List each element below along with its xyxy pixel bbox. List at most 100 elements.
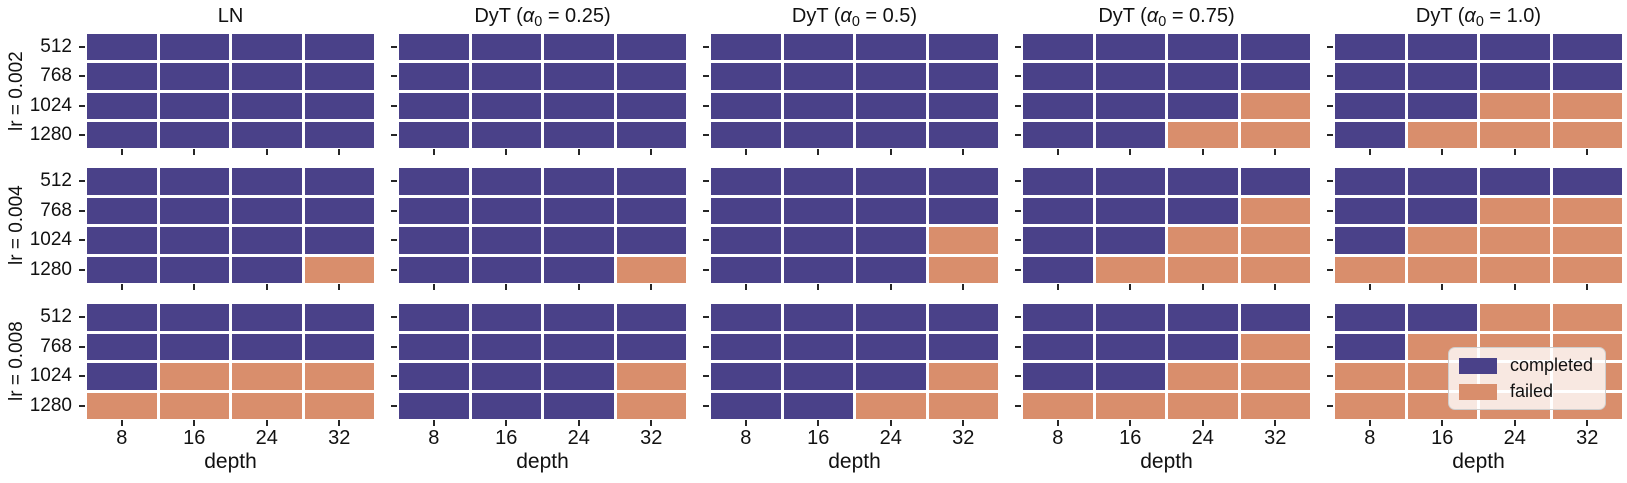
x-tick-mark [265,420,268,426]
x-tick-mark [1368,420,1371,426]
heatmap-cell [471,63,541,90]
heatmap-grid [711,34,998,148]
y-tick-label: 1024 [29,365,72,387]
heatmap-cell [304,168,374,195]
y-tick-mark [1327,180,1333,183]
x-tick-mark [1129,149,1132,155]
heatmap-cell [232,392,302,419]
x-axis-label: depth [1140,450,1193,473]
heatmap-cell [928,34,998,61]
x-tick-label: 24 [567,427,590,449]
heatmap-cell [1023,168,1093,195]
heatmap-grid [1023,304,1310,419]
heatmap-cell [399,333,469,360]
y-tick-mark [391,133,397,136]
heatmap-cell [1168,256,1238,283]
heatmap-cell [1023,392,1093,419]
y-tick-mark [391,239,397,242]
x-tick-mark [265,284,268,290]
heatmap-cell [1480,227,1550,254]
heatmap-grid [399,168,686,283]
x-tick-label: 8 [740,427,752,449]
x-tick-mark [1441,284,1444,290]
x-tick-mark [817,420,820,426]
x-tick-mark [1201,284,1204,290]
heatmap-cell [159,168,229,195]
heatmap-cell [928,333,998,360]
heatmap-grid [87,304,374,419]
heatmap-cell [1023,227,1093,254]
heatmap-cell [616,168,686,195]
heatmap-cell [1407,256,1477,283]
y-tick-mark [1015,404,1021,407]
heatmap-cell [1240,197,1310,224]
y-tick-mark [391,209,397,212]
x-tick-label: 8 [1052,427,1064,449]
heatmap-cell [856,34,926,61]
x-tick-mark [1129,420,1132,426]
y-tick-mark [1015,209,1021,212]
row-label: lr = 0.004 [6,185,27,266]
x-tick-mark [817,284,820,290]
heatmap-cell [616,34,686,61]
x-tick-mark [1513,420,1516,426]
heatmap-cell [616,197,686,224]
x-tick-label: 16 [183,427,206,449]
heatmap-cell [1552,63,1622,90]
heatmap-cell [471,333,541,360]
y-tick-mark [1327,268,1333,271]
heatmap-cell [1095,333,1165,360]
x-tick-mark [1274,420,1277,426]
heatmap-cell [1480,304,1550,331]
heatmap-cell [1095,392,1165,419]
panel-r2-c2 [391,168,686,290]
heatmap-cell [928,256,998,283]
y-tick-mark [391,104,397,107]
heatmap-cell [928,197,998,224]
x-tick-mark [120,149,123,155]
heatmap-grid [87,34,374,148]
x-tick-mark [432,284,435,290]
heatmap-cell [1407,227,1477,254]
heatmap-cell [544,197,614,224]
x-tick-mark [1441,149,1444,155]
legend-label-failed: failed [1510,381,1554,401]
heatmap-cell [87,168,157,195]
x-tick-mark [265,149,268,155]
x-tick-mark [744,420,747,426]
heatmap-cell [304,63,374,90]
x-tick-mark [193,420,196,426]
panel-r3-c4: 8 16 24 32 depth [1015,304,1310,473]
x-tick-mark [1586,284,1589,290]
heatmap-cell [711,304,781,331]
heatmap-cell [1240,121,1310,148]
heatmap-cell [1095,227,1165,254]
x-tick-mark [744,149,747,155]
x-tick-mark [889,284,892,290]
x-tick-label: 24 [1191,427,1214,449]
y-tick-label: 768 [40,335,72,357]
heatmap-cell [232,63,302,90]
y-tick-label: 512 [40,36,72,58]
heatmap-cell [1240,304,1310,331]
y-tick-mark [79,209,85,212]
heatmap-cell [1023,63,1093,90]
heatmap-cell [928,121,998,148]
heatmap-cell [856,392,926,419]
x-tick-label: 32 [640,427,663,449]
heatmap-cell [304,333,374,360]
x-tick-mark [338,284,341,290]
heatmap-cell [1407,34,1477,61]
heatmap-cell [544,168,614,195]
heatmap-cell [471,34,541,61]
y-tick-mark [391,375,397,378]
x-tick-mark [962,284,965,290]
heatmap-cell [1095,197,1165,224]
heatmap-cell [1168,63,1238,90]
heatmap-grid [87,168,374,283]
heatmap-cell [159,363,229,390]
heatmap-cell [399,92,469,119]
x-tick-mark [1129,284,1132,290]
y-tick-mark [703,46,709,49]
heatmap-cell [616,121,686,148]
